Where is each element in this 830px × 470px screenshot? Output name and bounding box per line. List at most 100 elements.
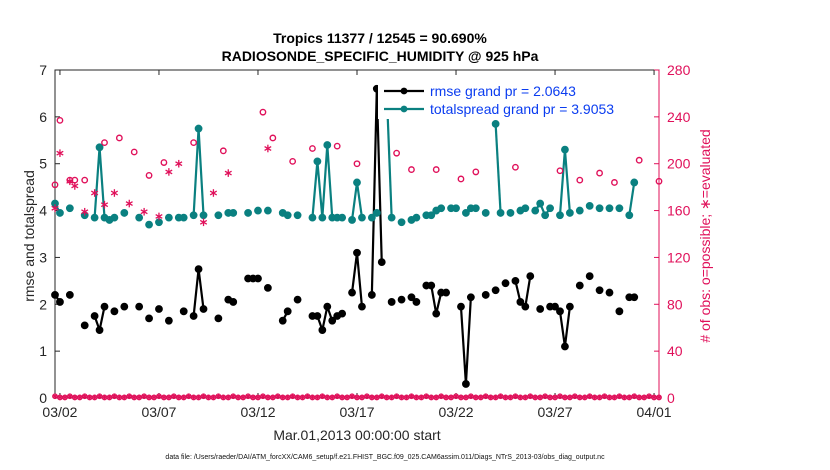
zero-evaluated-point xyxy=(497,393,504,399)
totalspread-point xyxy=(244,209,252,217)
zero-evaluated-point xyxy=(156,393,162,399)
data-file-footer: data file: /Users/raeder/DAI/ATM_forcXX/… xyxy=(165,454,605,461)
rmse-point xyxy=(491,286,500,295)
possible-point xyxy=(309,145,316,152)
rmse-point xyxy=(179,307,188,316)
y2-tick-label: 240 xyxy=(667,109,691,125)
zero-evaluated-point xyxy=(215,393,221,399)
zero-evaluated-point xyxy=(488,394,494,401)
rmse-point xyxy=(90,312,99,320)
zero-evaluated-point xyxy=(592,394,598,401)
zero-evaluated-point xyxy=(364,393,370,399)
zero-evaluated-point xyxy=(349,393,355,399)
zero-evaluated-point xyxy=(111,393,117,399)
rmse-point xyxy=(100,302,109,311)
rmse-point xyxy=(427,281,436,290)
zero-evaluated-point xyxy=(374,394,380,401)
zero-evaluated-point xyxy=(304,393,311,399)
y-tick-label: 7 xyxy=(39,62,47,78)
evaluated-point xyxy=(90,189,99,197)
zero-evaluated-point xyxy=(418,394,424,401)
evaluated-point xyxy=(81,207,89,216)
zero-evaluated-point xyxy=(280,394,286,401)
rmse-point xyxy=(575,281,584,290)
totalspread-point xyxy=(625,211,634,220)
zero-evaluated-point xyxy=(532,394,538,401)
zero-evaluated-point xyxy=(428,394,434,401)
zero-evaluated-point xyxy=(290,393,296,399)
totalspread-point xyxy=(56,209,64,217)
y2-tick-label: 120 xyxy=(667,249,691,265)
zero-evaluated-point xyxy=(245,393,251,399)
x-tick-label: 04/01 xyxy=(637,404,672,420)
zero-evaluated-point xyxy=(136,394,142,401)
zero-evaluated-point xyxy=(621,394,627,401)
zero-evaluated-point xyxy=(96,393,103,399)
zero-evaluated-point xyxy=(641,394,647,401)
rmse-point xyxy=(367,291,376,299)
zero-evaluated-point xyxy=(483,393,489,399)
rmse-point xyxy=(110,307,119,316)
zero-evaluated-point xyxy=(210,394,217,401)
evaluated-point xyxy=(125,199,133,208)
possible-point xyxy=(160,159,168,166)
zero-evaluated-point xyxy=(225,394,231,401)
zero-evaluated-point xyxy=(171,393,177,399)
zero-evaluated-point xyxy=(151,394,157,401)
totalspread-point xyxy=(135,213,144,222)
rmse-point xyxy=(65,291,74,299)
zero-evaluated-point xyxy=(191,394,197,401)
totalspread-point xyxy=(214,211,223,220)
y-tick-label: 4 xyxy=(39,203,47,219)
totalspread-point xyxy=(199,211,208,220)
totalspread-point xyxy=(471,204,480,213)
x-axis-label: Mar.01,2013 00:00:00 start xyxy=(273,427,440,443)
zero-evaluated-point xyxy=(458,394,464,401)
rmse-point xyxy=(348,288,356,297)
rmse-point xyxy=(377,258,386,267)
rmse-point xyxy=(442,288,451,297)
totalspread-point xyxy=(95,143,104,152)
evaluated-point xyxy=(155,212,163,221)
y-tick-label: 6 xyxy=(39,109,47,125)
totalspread-line xyxy=(628,182,636,216)
evaluated-point xyxy=(66,177,74,186)
zero-evaluated-point xyxy=(379,393,385,399)
zero-evaluated-point xyxy=(453,393,459,399)
totalspread-point xyxy=(575,206,584,215)
totalspread-point xyxy=(605,204,614,213)
rmse-point xyxy=(229,298,238,306)
y-tick-label: 0 xyxy=(39,390,47,406)
chart-subtitle: RADIOSONDE_SPECIFIC_HUMIDITY @ 925 hPa xyxy=(222,48,539,64)
zero-evaluated-point xyxy=(493,394,499,401)
rmse-point xyxy=(278,316,287,325)
rmse-point xyxy=(556,307,564,316)
rmse-point xyxy=(551,302,559,311)
totalspread-point xyxy=(452,204,460,213)
zero-evaluated-point xyxy=(166,394,172,401)
possible-point xyxy=(353,160,361,168)
rmse-point xyxy=(565,302,574,311)
zero-evaluated-point xyxy=(260,393,266,399)
evaluated-point xyxy=(71,182,79,190)
possible-point xyxy=(408,166,415,173)
totalspread-point xyxy=(496,209,505,217)
rmse-point xyxy=(194,265,203,274)
zero-evaluated-point xyxy=(502,394,509,401)
zero-evaluated-point xyxy=(468,393,474,399)
rmse-point xyxy=(457,302,465,311)
y2-tick-label: 80 xyxy=(667,296,683,312)
zero-evaluated-point xyxy=(478,394,484,401)
totalspread-point xyxy=(437,204,446,213)
zero-evaluated-point xyxy=(631,393,637,399)
totalspread-point xyxy=(372,209,381,217)
rmse-point xyxy=(536,305,545,313)
evaluated-point xyxy=(175,159,183,168)
rmse-point xyxy=(135,302,144,311)
rmse-point xyxy=(353,248,361,257)
zero-evaluated-point xyxy=(52,393,58,399)
zero-evaluated-point xyxy=(220,394,226,401)
zero-evaluated-point xyxy=(295,394,301,401)
totalspread-point xyxy=(164,213,173,222)
